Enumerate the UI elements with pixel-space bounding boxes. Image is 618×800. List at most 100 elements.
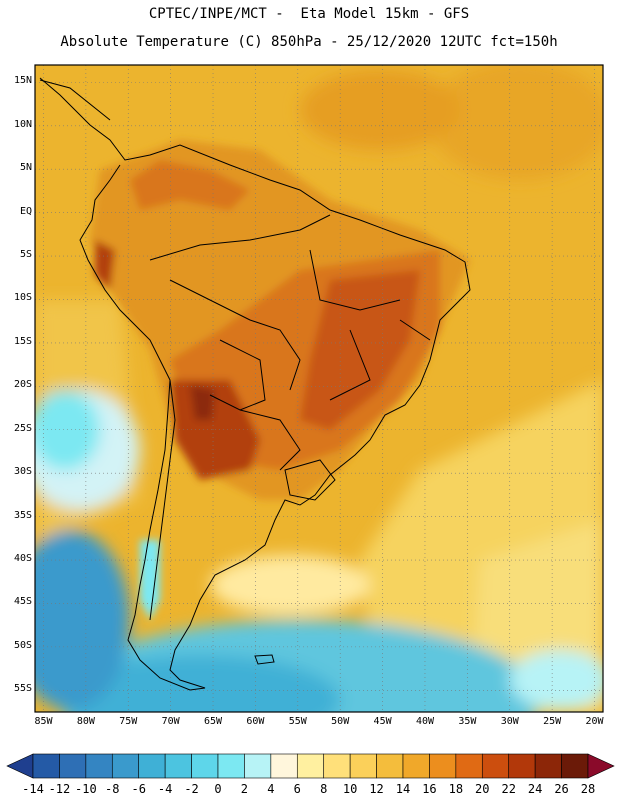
region-pacific-cold-core [35, 390, 100, 470]
lon-label: 45W [373, 716, 392, 727]
map-title-line-2: Absolute Temperature (C) 850hPa - 25/12/… [60, 34, 558, 50]
region-pacific-south-cold [35, 530, 130, 710]
colorbar-tick-label: 28 [580, 782, 596, 796]
lat-label: 25S [13, 422, 32, 434]
colorbar-tick-label: 10 [342, 782, 358, 796]
lat-label: 30S [13, 466, 32, 478]
lon-label: 30W [500, 716, 519, 727]
colorbar-tick-label: 8 [320, 782, 328, 796]
lon-label: 65W [203, 716, 223, 727]
colorbar-swatch [508, 753, 536, 779]
lon-label: 85W [34, 716, 53, 727]
lon-label: 35W [458, 716, 477, 727]
lon-label: 50W [331, 716, 350, 727]
colorbar-tick-label: 6 [293, 782, 301, 796]
colorbar-tick-label: 20 [475, 782, 490, 796]
colorbar-swatch [164, 753, 192, 779]
central-america-coast [39, 79, 111, 121]
colorbar-swatch [59, 753, 87, 779]
region-north-atlantic-warm-2 [300, 70, 460, 150]
andean-border [169, 279, 301, 391]
falklands-outline [254, 654, 275, 665]
lon-label: 25W [543, 716, 562, 727]
region-patagonia-cool [210, 555, 370, 615]
lon-label: 20W [585, 716, 604, 727]
colorbar-min-arrow [6, 753, 34, 779]
colorbar-tick-label: -6 [131, 782, 146, 796]
colorbar-swatch [534, 753, 562, 779]
colorbar-swatch [376, 753, 404, 779]
colorbar-swatch [481, 753, 510, 779]
lat-label: EQ [19, 205, 32, 217]
colorbar-tick-label: -4 [157, 782, 173, 796]
argentina-chile-border [149, 379, 176, 621]
lat-label: 40S [13, 553, 32, 565]
lon-label: 70W [161, 716, 180, 727]
region-andes-peak [190, 385, 215, 420]
map-title-line-1: CPTEC/INPE/MCT - Eta Model 15km - GFS [148, 6, 470, 22]
colorbar-swatch [85, 753, 113, 779]
brazil-border [149, 214, 331, 261]
lon-label: 80W [76, 716, 95, 727]
colorbar-swatch [244, 753, 272, 779]
colorbar-swatch [270, 753, 298, 779]
colorbar-swatch [111, 753, 140, 779]
lat-label: 45S [13, 596, 32, 608]
lat-label: 15S [13, 335, 32, 347]
paraguay-border [239, 409, 301, 471]
colorbar-swatch [138, 753, 166, 779]
colorbar-swatch [296, 753, 325, 779]
region-north-atlantic-warm [430, 65, 603, 180]
map-frame [34, 64, 604, 713]
colorbar-swatch [455, 753, 483, 779]
colorbar-tick-label: 24 [527, 782, 543, 796]
lat-label: 5S [19, 249, 32, 261]
colorbar-tick-label: -8 [105, 782, 120, 796]
lon-label: 55W [288, 716, 307, 727]
colorbar-swatch [349, 753, 377, 779]
lon-label: 40W [415, 716, 434, 727]
colorbar-max-arrow [587, 753, 615, 779]
colorbar-swatch [429, 753, 457, 779]
bolivia-border [209, 339, 266, 411]
lat-label: 55S [13, 683, 32, 695]
colorbar-tick-label: 12 [369, 782, 384, 796]
colorbar-tick-label: 2 [240, 782, 249, 796]
shaded-field [35, 65, 603, 712]
region-colombia-warm [130, 160, 250, 210]
lat-label: 10S [13, 292, 32, 304]
colorbar-swatch [561, 753, 589, 779]
lon-label: 75W [119, 716, 138, 727]
colorbar-swatch [32, 753, 60, 779]
region-southeast-cold [510, 650, 603, 710]
south-america-coastline [39, 77, 471, 691]
colorbar-tick-label: -14 [22, 782, 44, 796]
region-andes-north-hot [95, 240, 115, 290]
colorbar-tick-label: -12 [48, 782, 71, 796]
coastlines-and-borders [39, 77, 471, 691]
colorbar-swatch [217, 753, 245, 779]
lat-label: 35S [13, 509, 32, 521]
colorbar-tick-label: 22 [501, 782, 516, 796]
lat-label: 10N [13, 118, 32, 130]
region-drake-cold [60, 655, 340, 712]
colorbar-swatch [323, 753, 351, 779]
lat-label: 50S [13, 639, 32, 651]
colorbar-tick-label: 14 [395, 782, 411, 796]
colorbar-tick-label: 4 [267, 782, 275, 796]
lat-label: 20S [13, 379, 32, 391]
brazil-states [309, 249, 431, 401]
colorbar-tick-label: 16 [422, 782, 437, 796]
lon-label: 60W [246, 716, 265, 727]
grid-lines [35, 65, 603, 712]
region-brazil-highlands-hot [300, 270, 420, 430]
colorbar-tick-label: 18 [448, 782, 464, 796]
colorbar-swatch [402, 753, 430, 779]
uruguay-outline [284, 459, 336, 501]
lat-label: 15N [13, 75, 32, 87]
colorbar-tick-label: -2 [184, 782, 199, 796]
colorbar-swatch [191, 753, 219, 779]
colorbar-tick-label: 0 [214, 782, 222, 796]
lat-label: 5N [19, 162, 32, 174]
